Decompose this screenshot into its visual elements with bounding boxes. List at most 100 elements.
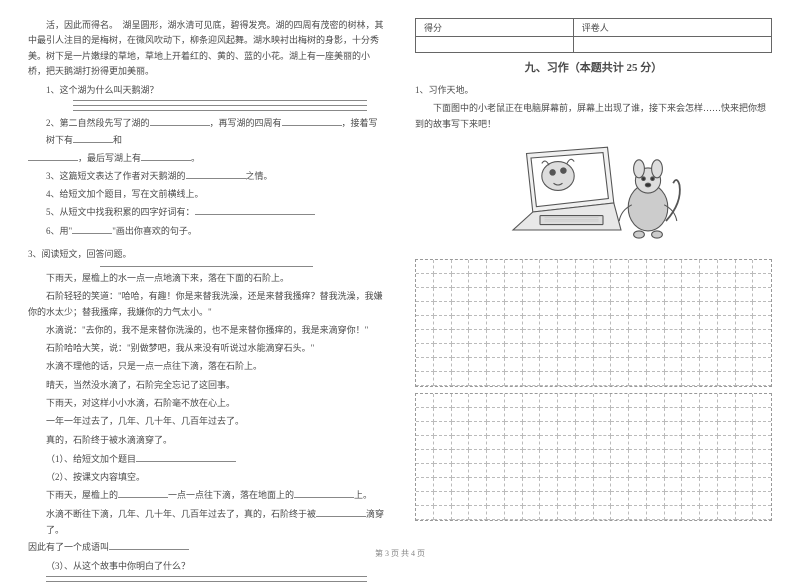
grid-cell — [540, 478, 558, 492]
grid-cell — [469, 344, 487, 358]
grid-cell — [452, 302, 470, 316]
grid-cell — [629, 492, 647, 506]
grid-cell — [452, 394, 470, 408]
q2-text: 和 — [113, 135, 122, 145]
grid-cell — [452, 358, 470, 372]
grid-cell — [736, 394, 754, 408]
grid-cell — [505, 302, 523, 316]
grid-cell — [665, 506, 683, 520]
grid-cell — [700, 316, 718, 330]
grid-cell — [434, 302, 452, 316]
grid-cell — [523, 450, 541, 464]
grid-cell — [434, 274, 452, 288]
grid-cell — [505, 478, 523, 492]
grid-cell — [736, 344, 754, 358]
grid-cell — [665, 372, 683, 386]
grid-cell — [682, 464, 700, 478]
grid-cell — [736, 436, 754, 450]
grid-cell — [718, 394, 736, 408]
grid-cell — [611, 506, 629, 520]
grid-cell — [647, 372, 665, 386]
grid-cell — [523, 274, 541, 288]
grid-cell — [434, 506, 452, 520]
grid-cell — [523, 316, 541, 330]
fill-blank — [28, 151, 78, 161]
grid-cell — [736, 450, 754, 464]
grid-cell — [753, 506, 771, 520]
grid-cell — [452, 260, 470, 274]
q5-text: 5、从短文中找我积累的四字好词有： — [46, 207, 195, 217]
grid-cell — [753, 316, 771, 330]
grid-cell — [505, 288, 523, 302]
grid-cell — [540, 358, 558, 372]
grid-cell — [594, 302, 612, 316]
story-p3: 水滴说："去你的，我不是来替你洗澡的，也不是来替你搔痒的，我是来滴穿你！" — [28, 323, 385, 338]
question-5: 5、从短文中找我积累的四字好词有： — [46, 204, 385, 220]
grid-cell — [523, 260, 541, 274]
grid-cell — [629, 344, 647, 358]
question-2: 2、第二自然段先写了湖的，再写湖的四周有，接着写树下有和 — [46, 115, 385, 147]
grid-cell — [434, 344, 452, 358]
grid-cell — [434, 492, 452, 506]
grid-cell — [736, 408, 754, 422]
grid-cell — [416, 344, 434, 358]
answer-blank — [73, 105, 367, 106]
grid-cell — [718, 506, 736, 520]
grid-cell — [558, 372, 576, 386]
grid-cell — [718, 422, 736, 436]
grid-cell — [416, 274, 434, 288]
grid-cell — [682, 344, 700, 358]
grid-cell — [434, 358, 452, 372]
grid-cell — [665, 260, 683, 274]
grid-cell — [647, 478, 665, 492]
grid-cell — [736, 372, 754, 386]
sub-q2-line2: 水滴不断往下滴，几年、几十年、几百年过去了，真的，石阶终于被滴穿了。 — [46, 506, 385, 538]
grid-cell — [505, 492, 523, 506]
grid-cell — [469, 422, 487, 436]
grid-cell — [452, 274, 470, 288]
grid-cell — [753, 330, 771, 344]
grid-cell — [753, 464, 771, 478]
grid-cell — [487, 344, 505, 358]
grid-cell — [594, 394, 612, 408]
grid-cell — [700, 492, 718, 506]
grid-cell — [487, 422, 505, 436]
left-column: 活，因此而得名。 湖呈圆形，湖水清可见底，碧得发亮。湖的四周有茂密的树林，其中最… — [28, 18, 391, 547]
grid-cell — [611, 260, 629, 274]
grid-cell — [629, 372, 647, 386]
grid-cell — [594, 372, 612, 386]
grid-cell — [558, 506, 576, 520]
grid-cell — [718, 302, 736, 316]
grid-cell — [487, 288, 505, 302]
grid-cell — [487, 330, 505, 344]
story-p9: 真的，石阶终于被水滴滴穿了。 — [28, 433, 385, 448]
grid-cell — [505, 358, 523, 372]
grid-cell — [700, 450, 718, 464]
grid-cell — [629, 422, 647, 436]
grid-cell — [416, 260, 434, 274]
grid-cell — [540, 288, 558, 302]
sq2a-text: 下雨天，屋檐上的 — [46, 490, 118, 500]
grid-cell — [540, 408, 558, 422]
grid-cell — [416, 464, 434, 478]
grid-cell — [416, 408, 434, 422]
grid-cell — [682, 422, 700, 436]
grid-cell — [700, 344, 718, 358]
fill-blank — [282, 116, 342, 126]
grid-cell — [540, 274, 558, 288]
grid-cell — [700, 464, 718, 478]
grid-cell — [540, 316, 558, 330]
grid-cell — [540, 436, 558, 450]
sub-q1: （1）、给短文加个题目 — [46, 451, 385, 467]
grid-cell — [558, 450, 576, 464]
grid-cell — [647, 358, 665, 372]
grid-cell — [682, 302, 700, 316]
grid-cell — [523, 288, 541, 302]
grid-cell — [682, 492, 700, 506]
grid-cell — [434, 422, 452, 436]
grid-cell — [665, 436, 683, 450]
score-cell-value — [416, 37, 574, 53]
grid-cell — [611, 302, 629, 316]
grid-cell — [434, 260, 452, 274]
story-p1: 下雨天，屋檐上的水一点一点地滴下来，落在下面的石阶上。 — [28, 271, 385, 286]
